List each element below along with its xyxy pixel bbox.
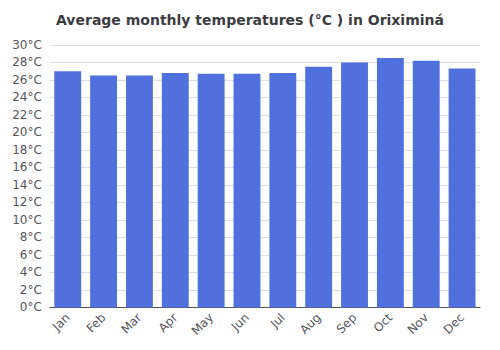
svg-text:16°C: 16°C [12, 160, 42, 174]
svg-text:Feb: Feb [84, 311, 109, 336]
svg-text:Jul: Jul [267, 311, 288, 332]
svg-text:6°C: 6°C [20, 248, 42, 262]
svg-text:2°C: 2°C [20, 283, 42, 297]
svg-text:Jun: Jun [228, 311, 252, 335]
svg-text:Average monthly temperatures (: Average monthly temperatures (°C ) in Or… [56, 12, 444, 28]
svg-text:Jan: Jan [49, 311, 73, 335]
svg-text:Nov: Nov [405, 311, 431, 337]
svg-text:28°C: 28°C [12, 55, 42, 69]
svg-text:12°C: 12°C [12, 195, 42, 209]
svg-text:Dec: Dec [441, 311, 467, 337]
svg-text:20°C: 20°C [12, 125, 42, 139]
svg-text:May: May [189, 311, 216, 338]
svg-text:18°C: 18°C [12, 143, 42, 157]
svg-text:22°C: 22°C [12, 108, 42, 122]
svg-text:8°C: 8°C [20, 230, 42, 244]
svg-text:26°C: 26°C [12, 73, 42, 87]
svg-text:0°C: 0°C [20, 300, 42, 314]
svg-text:24°C: 24°C [12, 90, 42, 104]
svg-text:Aug: Aug [297, 311, 323, 337]
svg-text:Apr: Apr [156, 310, 181, 335]
svg-text:Mar: Mar [118, 310, 144, 336]
svg-text:30°C: 30°C [12, 38, 42, 52]
svg-text:10°C: 10°C [12, 213, 42, 227]
svg-text:Sep: Sep [334, 311, 360, 337]
svg-text:14°C: 14°C [12, 178, 42, 192]
svg-text:4°C: 4°C [20, 265, 42, 279]
svg-text:Oct: Oct [371, 310, 396, 335]
